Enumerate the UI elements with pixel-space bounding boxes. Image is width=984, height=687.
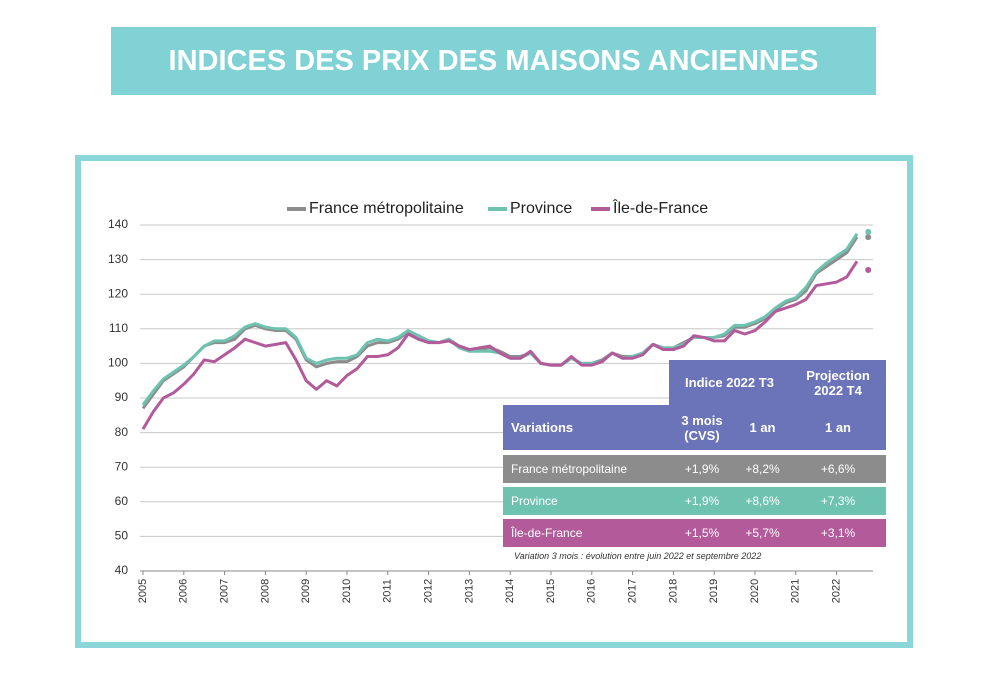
table-cell: +1,9% [669,455,735,483]
x-tick-label: 2021 [790,579,802,603]
x-tick-label: 2006 [178,579,190,603]
group-header: Indice 2022 T3 [669,360,790,405]
group-header: Projection 2022 T4 [790,360,886,405]
y-tick-label: 100 [108,356,128,370]
x-tick-label: 2016 [586,579,598,603]
y-tick-label: 110 [109,321,128,335]
legend-label: Île-de-France [612,198,708,217]
y-tick-label: 50 [115,529,129,543]
x-tick-label: 2018 [667,579,679,603]
y-tick-label: 90 [115,390,129,404]
series-line [141,260,859,430]
x-tick-label: 2007 [219,579,231,603]
table-cell: +7,3% [790,487,886,515]
x-tick-label: 2013 [463,579,475,603]
frame [75,155,913,648]
table-cell: +6,6% [790,455,886,483]
x-tick-label: 2015 [545,579,557,603]
table-cell: +1,9% [669,487,735,515]
table-cell: +5,7% [735,519,790,547]
column-header: 3 mois (CVS) [669,405,735,450]
legend-label: France métropolitaine [309,200,464,217]
x-tick-label: 2020 [749,579,761,603]
projection-dot [865,266,872,273]
table-cell: Province [503,487,669,515]
x-tick-label: 2019 [708,579,720,603]
x-tick-label: 2008 [259,579,271,603]
table-cell: Île-de-France [503,519,669,547]
x-tick-label: 2012 [423,579,435,603]
projection-dot [865,234,872,241]
y-tick-label: 80 [115,425,129,439]
y-tick-label: 130 [108,252,128,266]
projection-dot [865,228,872,235]
y-tick-label: 120 [108,286,128,300]
column-header: Variations [503,405,669,450]
table-cell: +8,6% [735,487,790,515]
table-note: Variation 3 mois : évolution entre juin … [514,551,762,561]
x-tick-label: 2022 [831,579,843,603]
x-tick-label: 2005 [137,579,149,603]
column-header: 1 an [735,405,790,450]
y-tick-label: 70 [115,459,129,473]
x-tick-label: 2010 [341,579,353,603]
x-tick-label: 2014 [504,579,516,603]
table-cell: France métropolitaine [503,455,669,483]
table-cell: +1,5% [669,519,735,547]
title-banner: INDICES DES PRIX DES MAISONS ANCIENNES [111,27,876,95]
x-tick-label: 2011 [382,579,394,603]
x-tick-label: 2009 [300,579,312,603]
column-header: 1 an [790,405,886,450]
x-tick-label: 2017 [627,579,639,603]
y-tick-label: 60 [115,494,129,508]
table-cell: +8,2% [735,455,790,483]
y-tick-label: 140 [108,217,128,231]
legend-label: Province [510,200,572,217]
y-tick-label: 40 [115,563,129,577]
table-cell: +3,1% [790,519,886,547]
